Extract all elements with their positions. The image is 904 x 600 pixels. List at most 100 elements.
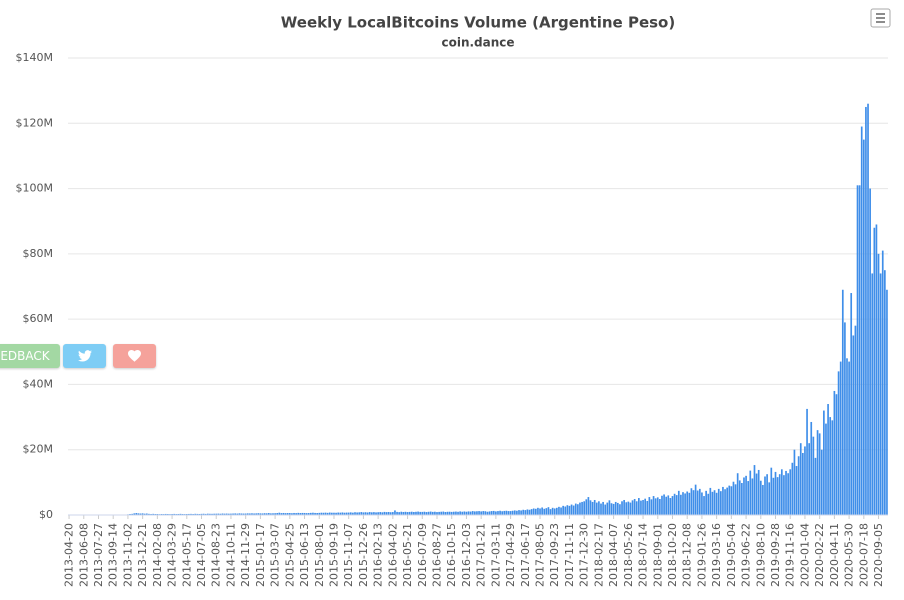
bar (865, 106, 867, 515)
bar (478, 511, 480, 515)
bar (440, 511, 443, 515)
bar (677, 490, 680, 515)
bar (827, 404, 829, 515)
bar (368, 512, 371, 515)
bar (698, 488, 701, 515)
bar (886, 289, 888, 515)
bar (532, 508, 535, 515)
bar (543, 508, 546, 515)
x-tick-label: 2019-08-10 (754, 523, 767, 587)
bar (490, 511, 493, 515)
bar (461, 511, 464, 515)
bar (757, 469, 760, 515)
x-tick-label: 2013-04-20 (63, 523, 76, 587)
x-tick-label: 2013-06-08 (77, 523, 90, 587)
menu-button[interactable] (870, 8, 891, 28)
bar (352, 512, 354, 515)
bar (400, 511, 403, 515)
bar (715, 492, 718, 515)
heart-icon (128, 350, 141, 362)
bar (659, 499, 661, 515)
x-tick-label: 2017-08-05 (534, 523, 547, 587)
bar (616, 502, 619, 515)
bar (452, 511, 455, 515)
bar (778, 474, 781, 515)
y-tick-label: $100M (16, 182, 54, 195)
bar (469, 511, 472, 515)
bar (431, 511, 434, 515)
bar (789, 469, 792, 515)
bar (474, 511, 476, 515)
bar (846, 358, 848, 515)
bar (623, 499, 625, 515)
y-tick-label: $0 (39, 508, 53, 521)
bar (213, 513, 215, 515)
bar (675, 495, 678, 515)
bar (530, 509, 533, 515)
bar (263, 513, 266, 515)
bar (463, 511, 466, 515)
bar (215, 513, 218, 515)
bar (465, 511, 468, 515)
bar (547, 507, 550, 515)
bar (417, 511, 419, 515)
bar (267, 513, 270, 515)
x-tick-label: 2017-06-17 (519, 523, 532, 587)
twitter-icon (77, 350, 92, 362)
bar (259, 513, 262, 515)
bar (856, 185, 859, 516)
bar (423, 511, 426, 515)
x-tick-label: 2015-11-07 (342, 523, 355, 587)
bar (820, 449, 823, 515)
bar (566, 505, 569, 515)
bar (257, 513, 260, 515)
bar (680, 494, 682, 515)
bar (873, 227, 876, 515)
bar (591, 501, 594, 515)
like-button[interactable] (113, 344, 156, 368)
x-tick-label: 2016-08-27 (431, 523, 444, 587)
bar (581, 501, 583, 515)
bar (631, 500, 634, 515)
bar (877, 253, 880, 515)
bar (734, 484, 737, 515)
bar (806, 408, 808, 515)
bar (516, 510, 518, 515)
bar (629, 502, 632, 515)
bar (564, 506, 567, 515)
bar (709, 487, 712, 515)
bar (272, 513, 274, 515)
bar (703, 496, 705, 515)
x-tick-label: 2014-11-29 (239, 523, 252, 587)
bar (278, 512, 281, 515)
bar (875, 224, 878, 515)
feedback-button[interactable]: EDBACK (0, 344, 60, 368)
bar (419, 511, 422, 515)
bar (301, 512, 304, 515)
x-tick-label: 2013-11-02 (121, 523, 134, 587)
bar (280, 513, 283, 515)
bar (841, 289, 844, 515)
bar (799, 443, 802, 515)
bar (221, 513, 224, 515)
bar (131, 513, 133, 515)
bar (795, 466, 798, 515)
bar (762, 484, 764, 515)
bar (141, 513, 144, 515)
bar (436, 512, 438, 515)
x-tick-label: 2015-08-01 (313, 523, 326, 587)
x-tick-label: 2018-02-17 (592, 523, 605, 587)
bar (802, 452, 804, 515)
bar (812, 436, 815, 515)
bar (379, 512, 382, 515)
bar (394, 510, 396, 515)
x-tick-label: 2019-11-16 (784, 523, 797, 587)
bar (333, 512, 335, 515)
bar (217, 513, 220, 515)
bar (818, 433, 821, 515)
bar (307, 513, 310, 515)
bar (345, 512, 348, 515)
twitter-button[interactable] (63, 344, 106, 368)
bar (694, 484, 697, 515)
